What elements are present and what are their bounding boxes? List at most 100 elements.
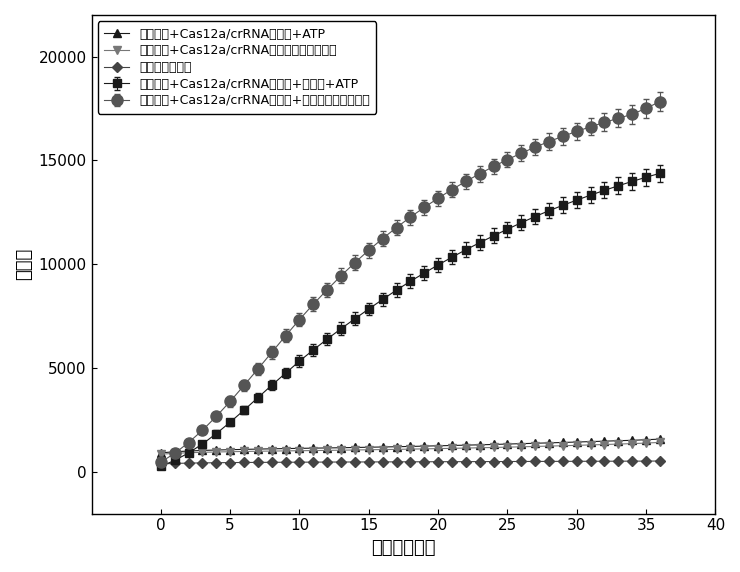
荧光探针水溶液 [489,458,498,465]
荧光探针+Cas12a/crRNA复合物+ATP [351,444,360,451]
X-axis label: 时间（分钟）: 时间（分钟） [371,539,436,557]
荧光探针+Cas12a/crRNA复合物（阴性对照） [628,440,636,447]
荧光探针+Cas12a/crRNA复合物+ATP [295,445,304,452]
荧光探针水溶液 [531,458,539,465]
荧光探针水溶液 [462,458,471,465]
荧光探针+Cas12a/crRNA复合物+ATP [267,446,276,452]
荧光探针+Cas12a/crRNA复合物（阴性对照） [378,446,387,453]
荧光探针+Cas12a/crRNA复合物+ATP [572,439,581,446]
荧光探针+Cas12a/crRNA复合物+ATP [489,441,498,448]
荧光探针水溶液 [545,458,554,465]
荧光探针水溶液 [586,458,595,464]
荧光探针+Cas12a/crRNA复合物（阴性对照） [240,448,249,455]
荧光探针+Cas12a/crRNA复合物+ATP [184,448,193,455]
荧光探针+Cas12a/crRNA复合物+ATP [586,438,595,445]
荧光探针+Cas12a/crRNA复合物+ATP [559,439,568,446]
荧光探针+Cas12a/crRNA复合物（阴性对照） [642,440,650,447]
荧光探针+Cas12a/crRNA复合物（阴性对照） [184,449,193,456]
荧光探针+Cas12a/crRNA复合物（阴性对照） [656,439,665,446]
荧光探针水溶液 [323,459,332,466]
荧光探针+Cas12a/crRNA复合物+ATP [614,438,623,444]
荧光探针+Cas12a/crRNA复合物+ATP [642,436,650,443]
荧光探针+Cas12a/crRNA复合物（阴性对照） [323,447,332,454]
荧光探针+Cas12a/crRNA复合物（阴性对照） [212,448,221,455]
荧光探针+Cas12a/crRNA复合物（阴性对照） [170,450,179,457]
荧光探针水溶液 [503,458,512,465]
荧光探针+Cas12a/crRNA复合物+ATP [434,442,443,449]
荧光探针水溶液 [226,459,235,466]
Legend: 荧光探针+Cas12a/crRNA复合物+ATP, 荧光探针+Cas12a/crRNA复合物（阴性对照）, 荧光探针水溶液, 荧光探针+Cas12a/crRNA: 荧光探针+Cas12a/crRNA复合物+ATP, 荧光探针+Cas12a/cr… [98,21,376,114]
荧光探针+Cas12a/crRNA复合物+ATP [254,446,263,452]
荧光探针水溶液 [572,458,581,464]
荧光探针水溶液 [628,458,636,464]
荧光探针水溶液 [337,459,346,466]
荧光探针+Cas12a/crRNA复合物（阴性对照） [406,446,415,452]
荧光探针+Cas12a/crRNA复合物（阴性对照） [198,449,207,456]
荧光探针水溶液 [240,459,249,466]
荧光探针+Cas12a/crRNA复合物（阴性对照） [462,444,471,451]
荧光探针+Cas12a/crRNA复合物（阴性对照） [559,442,568,449]
荧光探针水溶液 [364,459,373,466]
荧光探针水溶液 [448,458,457,465]
荧光探针+Cas12a/crRNA复合物（阴性对照） [475,444,484,451]
荧光探针+Cas12a/crRNA复合物（阴性对照） [614,440,623,447]
荧光探针水溶液 [295,459,304,466]
荧光探针+Cas12a/crRNA复合物+ATP [337,444,346,451]
荧光探针水溶液 [170,460,179,467]
荧光探针+Cas12a/crRNA复合物（阴性对照） [351,447,360,454]
荧光探针+Cas12a/crRNA复合物（阴性对照） [586,442,595,448]
荧光探针水溶液 [406,458,415,465]
荧光探针+Cas12a/crRNA复合物+ATP [240,446,249,453]
荧光探针+Cas12a/crRNA复合物（阴性对照） [434,445,443,452]
荧光探针+Cas12a/crRNA复合物（阴性对照） [281,447,290,454]
荧光探针水溶液 [212,459,221,466]
Line: 荧光探针+Cas12a/crRNA复合物（阴性对照）: 荧光探针+Cas12a/crRNA复合物（阴性对照） [157,438,664,458]
荧光探针+Cas12a/crRNA复合物+ATP [226,446,235,453]
荧光探针+Cas12a/crRNA复合物+ATP [448,442,457,449]
荧光探针+Cas12a/crRNA复合物+ATP [406,443,415,450]
荧光探针+Cas12a/crRNA复合物+ATP [628,437,636,444]
荧光探针水溶液 [281,459,290,466]
Line: 荧光探针水溶液: 荧光探针水溶液 [158,458,663,467]
荧光探针水溶液 [351,459,360,466]
荧光探针+Cas12a/crRNA复合物（阴性对照） [309,447,317,454]
荧光探针+Cas12a/crRNA复合物+ATP [378,443,387,450]
荧光探针+Cas12a/crRNA复合物（阴性对照） [531,443,539,450]
荧光探针+Cas12a/crRNA复合物（阴性对照） [156,451,165,458]
荧光探针水溶液 [309,459,317,466]
荧光探针水溶液 [198,459,207,466]
荧光探针+Cas12a/crRNA复合物+ATP [170,448,179,455]
荧光探针水溶液 [600,458,609,464]
荧光探针+Cas12a/crRNA复合物+ATP [600,438,609,444]
荧光探针水溶液 [656,458,665,464]
荧光探针+Cas12a/crRNA复合物（阴性对照） [254,448,263,455]
荧光探针水溶液 [434,458,443,465]
荧光探针+Cas12a/crRNA复合物（阴性对照） [337,447,346,454]
荧光探针+Cas12a/crRNA复合物+ATP [462,442,471,448]
荧光探针+Cas12a/crRNA复合物（阴性对照） [503,444,512,451]
荧光探针水溶液 [642,458,650,464]
荧光探针+Cas12a/crRNA复合物+ATP [281,445,290,452]
荧光探针+Cas12a/crRNA复合物+ATP [309,444,317,451]
荧光探针水溶液 [517,458,525,465]
荧光探针水溶液 [254,459,263,466]
荧光探针+Cas12a/crRNA复合物+ATP [545,439,554,446]
荧光探针+Cas12a/crRNA复合物（阴性对照） [392,446,401,453]
荧光探针+Cas12a/crRNA复合物（阴性对照） [448,445,457,452]
荧光探针+Cas12a/crRNA复合物+ATP [503,440,512,447]
荧光探针水溶液 [392,458,401,465]
荧光探针+Cas12a/crRNA复合物（阴性对照） [600,441,609,448]
荧光探针水溶液 [267,459,276,466]
荧光探针水溶液 [475,458,484,465]
荧光探针水溶液 [184,460,193,467]
荧光探针水溶液 [156,460,165,467]
荧光探针+Cas12a/crRNA复合物（阴性对照） [295,447,304,454]
荧光探针+Cas12a/crRNA复合物+ATP [323,444,332,451]
荧光探针+Cas12a/crRNA复合物（阴性对照） [420,446,428,452]
Y-axis label: 荧光值: 荧光值 [15,248,33,280]
荧光探针+Cas12a/crRNA复合物+ATP [212,447,221,454]
荧光探针+Cas12a/crRNA复合物（阴性对照） [489,444,498,451]
荧光探针+Cas12a/crRNA复合物（阴性对照） [364,446,373,453]
荧光探针+Cas12a/crRNA复合物+ATP [420,443,428,450]
荧光探针+Cas12a/crRNA复合物+ATP [656,436,665,443]
